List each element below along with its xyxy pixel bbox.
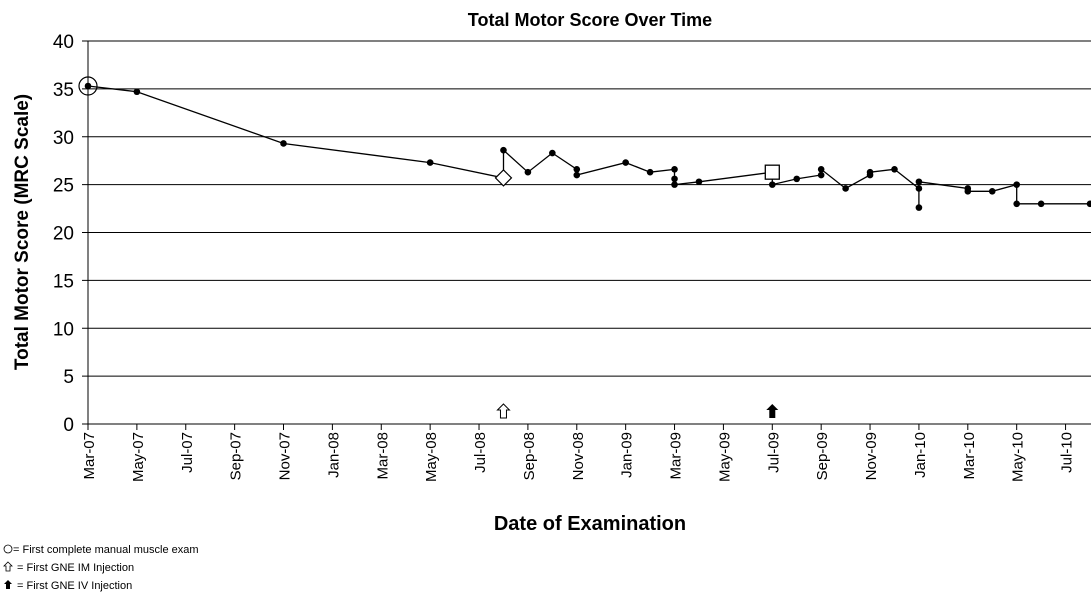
x-tick-label: Sep-08 — [521, 432, 538, 480]
note-iv-icon — [4, 580, 12, 589]
chart-title: Total Motor Score Over Time — [468, 10, 712, 30]
y-tick-label: 40 — [53, 32, 74, 53]
data-point — [817, 166, 825, 173]
x-tick-label: May-09 — [716, 432, 733, 482]
data-point — [1037, 200, 1045, 208]
data-point — [695, 178, 703, 186]
x-tick-label: Sep-09 — [814, 432, 831, 480]
y-tick-label: 30 — [53, 128, 74, 149]
data-point — [768, 181, 776, 188]
y-tick-label: 15 — [53, 271, 74, 292]
x-tick-label: Jul-10 — [1059, 432, 1076, 473]
data-point — [280, 140, 287, 147]
im-arrow — [496, 403, 511, 419]
x-tick-label: May-07 — [130, 432, 147, 482]
data-point — [671, 175, 678, 183]
data-line — [87, 85, 1090, 208]
x-tick-label: Jan-10 — [912, 432, 929, 478]
y-tick-label: 5 — [63, 367, 74, 388]
data-point — [842, 185, 849, 192]
x-tick-label: Jul-09 — [765, 432, 782, 473]
x-tick-label: Sep-07 — [228, 432, 245, 480]
data-point — [817, 171, 825, 179]
data-point — [988, 188, 996, 195]
data-point — [549, 149, 556, 157]
y-tick-label: 25 — [53, 176, 74, 197]
y-tick-label: 10 — [53, 319, 74, 340]
data-point — [573, 166, 581, 173]
x-tick-label: Jan-08 — [325, 432, 342, 478]
note-circle-icon — [3, 544, 13, 554]
x-tick-label: Mar-10 — [961, 432, 978, 480]
x-tick-label: Mar-09 — [668, 432, 685, 480]
note: = First complete manual muscle exam — [13, 544, 199, 556]
x-axis-title: Date of Examination — [494, 513, 686, 535]
data-point — [524, 168, 532, 176]
data-point — [793, 175, 801, 183]
data-point — [866, 168, 874, 176]
data-point — [133, 88, 141, 96]
data-point — [915, 204, 923, 211]
data-point — [622, 159, 629, 166]
y-tick-label: 35 — [53, 80, 74, 101]
data-point — [891, 166, 898, 173]
data-point — [915, 178, 923, 186]
note-im-icon — [3, 561, 13, 572]
x-tick-label: May-10 — [1010, 432, 1027, 482]
data-point — [1086, 200, 1091, 208]
y-axis-title: Total Motor Score (MRC Scale) — [12, 94, 33, 370]
data-point — [1013, 200, 1020, 208]
first-exam-ring — [78, 76, 98, 96]
x-tick-label: May-08 — [423, 432, 440, 482]
note: = First GNE IM Injection — [17, 562, 134, 574]
data-point — [646, 168, 654, 176]
x-tick-label: Mar-08 — [374, 432, 391, 480]
x-tick-label: Jul-07 — [179, 432, 196, 473]
x-tick-label: Mar-07 — [81, 432, 98, 480]
data-point — [671, 181, 678, 188]
data-point — [964, 188, 972, 195]
data-point — [1013, 181, 1020, 188]
iv-arrow — [766, 404, 779, 418]
data-point — [84, 82, 92, 90]
data-point — [671, 166, 678, 173]
diamond-marker — [494, 169, 513, 187]
x-tick-label: Nov-07 — [277, 432, 294, 480]
y-tick-label: 20 — [53, 224, 74, 245]
x-tick-label: Jul-08 — [472, 432, 489, 473]
data-point — [915, 185, 923, 192]
square-marker — [764, 164, 780, 180]
x-tick-label: Nov-08 — [570, 432, 587, 480]
x-tick-label: Nov-09 — [863, 432, 880, 480]
x-tick-label: Jan-09 — [619, 432, 636, 478]
y-tick-label: 0 — [63, 415, 74, 436]
data-point — [426, 159, 434, 166]
note: = First GNE IV Injection — [17, 580, 132, 592]
data-point — [573, 171, 581, 179]
data-point — [500, 146, 507, 154]
